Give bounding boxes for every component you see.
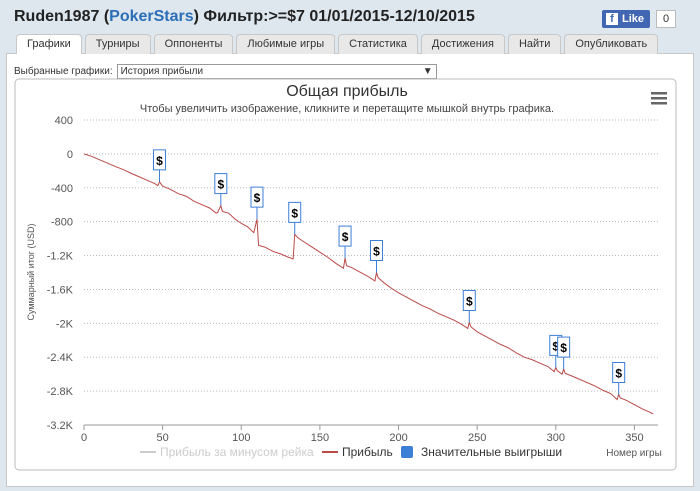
chart-subtitle: Чтобы увеличить изображение, кликните и …	[140, 103, 554, 115]
tab[interactable]: Найти	[507, 34, 562, 54]
tab[interactable]: Статистика	[338, 34, 418, 54]
x-tick-label: 50	[157, 432, 169, 444]
y-tick-label: -2.4K	[47, 352, 74, 364]
flag	[288, 201, 302, 223]
flag	[462, 289, 476, 311]
x-tick-label: 150	[311, 432, 329, 444]
flag	[370, 240, 384, 261]
user: Ruden1987 (	[14, 8, 110, 25]
y-tick-label: -400	[51, 183, 73, 195]
flag-label: $	[615, 367, 622, 381]
tab[interactable]: Оппоненты	[153, 34, 234, 54]
y-axis-label: Суммарный итог (USD)	[26, 223, 36, 320]
x-axis-label: Номер игры	[606, 448, 662, 459]
legend-swatch	[401, 446, 413, 458]
chart-title: Общая прибыль	[286, 83, 408, 100]
x-tick-label: 250	[468, 432, 486, 444]
flag-label: $	[217, 178, 224, 192]
tab[interactable]: Опубликовать	[564, 34, 659, 54]
x-tick-label: 100	[232, 432, 250, 444]
x-tick-label: 0	[81, 432, 87, 444]
flag-label: $	[342, 230, 349, 244]
legend-label[interactable]: Прибыль за минусом рейка	[160, 445, 314, 459]
menu-icon[interactable]	[651, 92, 667, 105]
flag	[152, 149, 166, 171]
tab[interactable]: Турниры	[84, 34, 151, 54]
filter-text: ) Фильтр:>=$7 01/01/2015-12/10/2015	[193, 8, 475, 25]
y-tick-label: -2.8K	[47, 386, 74, 398]
y-tick-label: 400	[55, 115, 73, 127]
flag-label: $	[560, 341, 567, 355]
flag-label: $	[156, 154, 163, 168]
filter-label: Выбранные графики:	[14, 66, 113, 77]
y-tick-label: 0	[67, 149, 73, 161]
tabs: Графики Турниры Оппоненты Любимые игры Стати…	[16, 34, 659, 54]
flag-label: $	[552, 339, 559, 353]
flag	[338, 225, 352, 247]
x-tick-label: 350	[625, 432, 643, 444]
like-label: Like	[622, 13, 645, 25]
flag-label: $	[466, 294, 473, 308]
like-widget: f Like 0	[602, 10, 677, 28]
y-tick-label: -1.2K	[47, 251, 74, 263]
flag-label: $	[291, 206, 298, 220]
x-tick-label: 200	[389, 432, 407, 444]
flag-label: $	[254, 191, 261, 205]
flag-label: $	[373, 245, 380, 259]
tab[interactable]: Графики	[16, 34, 82, 54]
header-title: Ruden1987 (PokerStars) Фильтр:>=$7 01/01…	[14, 8, 475, 26]
filter-value: История прибыли	[120, 66, 204, 77]
y-tick-label: -2K	[56, 318, 74, 330]
tab[interactable]: Любимые игры	[236, 34, 336, 54]
flag	[612, 362, 626, 383]
flag	[557, 336, 571, 358]
profit-line	[83, 153, 654, 415]
flag	[250, 186, 264, 208]
site-link[interactable]: PokerStars	[109, 8, 194, 25]
flag	[214, 173, 228, 195]
chart-frame	[14, 78, 677, 471]
tab[interactable]: Достижения	[420, 34, 505, 54]
y-tick-label: -1.6K	[47, 284, 74, 296]
x-tick-label: 300	[547, 432, 565, 444]
y-tick-label: -800	[51, 217, 73, 229]
legend-label[interactable]: Значительные выигрыши	[421, 445, 562, 459]
legend-label[interactable]: Прибыль	[342, 445, 393, 459]
y-tick-label: -3.2K	[47, 420, 74, 432]
like-count: 0	[656, 10, 677, 28]
like-button[interactable]: f Like	[602, 10, 651, 28]
